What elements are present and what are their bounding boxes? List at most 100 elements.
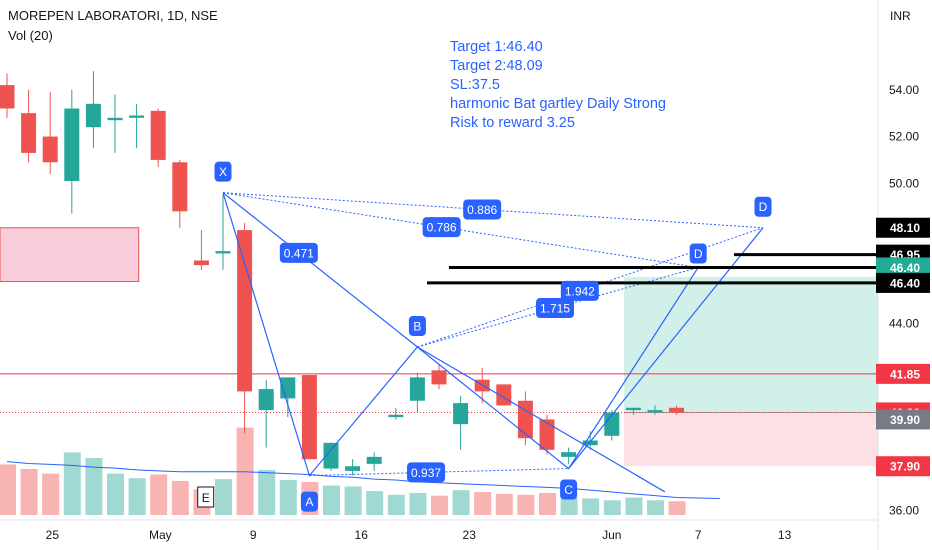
pattern-point-label: C: [560, 479, 578, 500]
pattern-ratio-label-bg: [422, 217, 461, 238]
symbol-title[interactable]: MOREPEN LABORATORI, 1D, NSE: [8, 8, 218, 23]
volume-bar: [20, 469, 38, 515]
pattern-ratio-label: 0.886: [463, 199, 502, 220]
price-level-tag-bg: [876, 363, 930, 384]
volume-bar: [107, 473, 124, 515]
volume-bar: [0, 464, 16, 515]
volume-bar: [474, 492, 492, 515]
supply-zone: [0, 227, 140, 283]
volume-bar: [344, 486, 362, 515]
annotation-line: Risk to reward 3.25: [450, 115, 575, 131]
volume-bar: [85, 457, 103, 515]
pattern-point-label-bg: [300, 491, 318, 512]
volume-bar: [647, 500, 664, 515]
price-level-tag-text: 46.40: [890, 276, 920, 290]
volume-bar: [63, 452, 81, 515]
x-tick-label: Jun: [602, 528, 621, 542]
candle-body: [409, 377, 425, 401]
pattern-ratio-label-text: 0.937: [411, 466, 441, 480]
harmonic-pattern-layer: X A B C D D 0.471 0.937 1.715 1.942 0.786 0.886: [214, 161, 878, 512]
volume-bar: [171, 480, 189, 515]
pattern-point-label: A: [300, 491, 318, 512]
volume-bar: [128, 478, 146, 515]
volume-bar: [603, 500, 621, 515]
candle-body: [431, 370, 447, 385]
volume-bar: [150, 474, 168, 515]
volume-bar: [42, 473, 60, 515]
candle-body: [258, 389, 274, 411]
candle-body: [345, 466, 361, 471]
candle-body: [323, 442, 339, 469]
volume-bar: [452, 490, 470, 515]
pattern-point-label-bg: [408, 315, 426, 336]
candle-body: [539, 419, 555, 450]
pattern-point-label: D: [689, 243, 707, 264]
pattern-ratio-label-bg: [407, 462, 446, 483]
volume-indicator-label[interactable]: Vol (20): [8, 28, 53, 43]
earnings-marker-box: [197, 486, 215, 508]
target-zone: [624, 276, 878, 413]
volume-bar: [560, 497, 578, 515]
pattern-ratio-label-bg: [535, 298, 574, 319]
candle-body: [582, 440, 598, 446]
volume-bar: [625, 497, 643, 515]
volume-bar: [517, 494, 535, 515]
candle-body: [517, 400, 533, 439]
pattern-ratio-label-text: 0.786: [427, 221, 457, 235]
volume-layer: E: [0, 427, 720, 515]
candle-body: [150, 110, 166, 160]
volume-bar: [495, 493, 513, 515]
pattern-ratio-label: 0.471: [279, 242, 318, 263]
pattern-point-label-text: C: [564, 483, 573, 497]
candle-body: [64, 108, 80, 181]
pattern-point-label-text: D: [759, 200, 768, 214]
pattern-ratio-label-bg: [463, 199, 502, 220]
y-tick-label: 36.00: [889, 504, 919, 518]
annotation-line: harmonic Bat gartley Daily Strong: [450, 96, 666, 112]
pattern-ratio-line: [222, 192, 699, 268]
price-level-tag-text: 39.90: [890, 413, 920, 427]
pattern-point-label: B: [408, 315, 426, 336]
price-level-tag: 39.90: [876, 409, 930, 430]
candle-body: [625, 407, 641, 411]
x-tick-label: 23: [463, 528, 477, 542]
earnings-marker-text: E: [202, 491, 210, 505]
price-level-tag-bg: [876, 456, 930, 477]
pattern-ratio-label: 1.715: [535, 298, 574, 319]
x-tick-label: 9: [250, 528, 257, 542]
chart-header: MOREPEN LABORATORI, 1D, NSE Vol (20): [8, 8, 218, 48]
pattern-leg: [417, 346, 666, 493]
price-level-tag-text: 41.85: [890, 367, 920, 381]
pattern-point-label-text: B: [413, 319, 421, 333]
pattern-ratio-label-text: 1.942: [565, 284, 595, 298]
volume-bar: [582, 498, 600, 515]
pattern-point-label-text: A: [305, 495, 313, 509]
pattern-point-label-bg: [754, 196, 772, 217]
price-level-tag-bg: [876, 272, 930, 293]
annotation-line: Target 1:46.40: [450, 39, 543, 55]
x-tick-label: 16: [355, 528, 369, 542]
pattern-ratio-label-text: 1.715: [540, 302, 570, 316]
price-level-tag: 48.10: [876, 217, 930, 238]
pattern-point-label-bg: [689, 243, 707, 264]
candle-body: [453, 403, 469, 425]
earnings-marker: E: [197, 486, 215, 508]
trade-annotation[interactable]: Target 1:46.40 Target 2:48.09 SL:37.5 ha…: [450, 38, 666, 133]
candle-body: [107, 117, 123, 121]
pattern-leg: [222, 192, 418, 348]
pattern-ratio-label-bg: [279, 242, 318, 263]
volume-bar: [279, 480, 297, 515]
pattern-ratio-label-bg: [560, 280, 599, 301]
price-level-tag-text: 46.40: [890, 261, 920, 275]
volume-bar: [409, 492, 427, 515]
x-tick-label: 25: [46, 528, 60, 542]
pattern-ratio-label: 1.942: [560, 280, 599, 301]
x-tick-label: May: [149, 528, 172, 542]
volume-bar: [387, 494, 405, 515]
candle-body: [129, 115, 145, 118]
volume-bar: [431, 495, 448, 515]
candle-body: [301, 375, 317, 460]
candle-body: [561, 452, 577, 457]
